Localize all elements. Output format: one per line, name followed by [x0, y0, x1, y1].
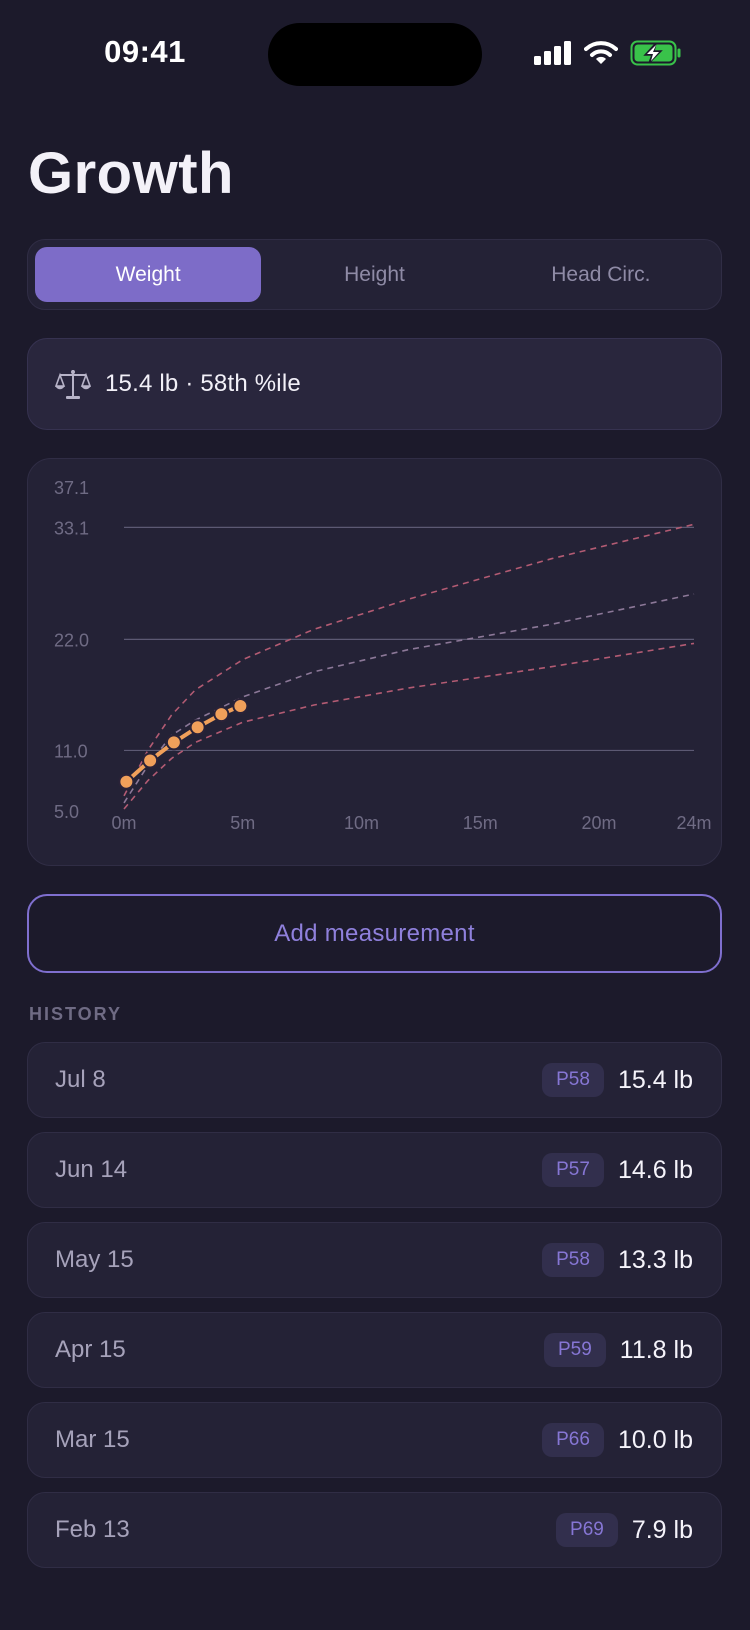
- history-list: Jul 8 P58 15.4 lb Jun 14 P57 14.6 lb May…: [27, 1042, 722, 1582]
- x-tick-label: 10m: [344, 813, 379, 833]
- history-value: 14.6 lb: [617, 1155, 693, 1184]
- measurement-point: [165, 734, 182, 751]
- add-measurement-button[interactable]: Add measurement: [27, 894, 722, 973]
- growth-chart-card: 37.1 33.1 22.0 11.0 5.0 0m 5m 10m 15m 20m 24m: [27, 458, 722, 866]
- history-date: Jun 14: [55, 1156, 128, 1183]
- history-row[interactable]: Mar 15 P66 10.0 lb: [27, 1402, 722, 1478]
- percentile-badge: P58: [542, 1063, 604, 1097]
- tab-head-circ[interactable]: Head Circ.: [551, 262, 651, 286]
- history-section-label: HISTORY: [29, 1004, 123, 1024]
- page-title: Growth: [28, 141, 234, 206]
- status-bar: 09:41: [0, 0, 750, 110]
- x-tick-label: 15m: [463, 813, 498, 833]
- history-row[interactable]: Jul 8 P58 15.4 lb: [27, 1042, 722, 1118]
- y-tick-label: 22.0: [54, 630, 89, 650]
- metric-segmented-control: Weight Height Head Circ.: [27, 239, 722, 310]
- history-value: 7.9 lb: [631, 1515, 693, 1544]
- tab-height[interactable]: Height: [344, 262, 405, 286]
- growth-chart: 37.1 33.1 22.0 11.0 5.0 0m 5m 10m 15m 20m 24m: [54, 478, 712, 833]
- measurement-point: [118, 773, 135, 790]
- history-value: 13.3 lb: [617, 1245, 693, 1274]
- percentile-curve: [123, 593, 695, 804]
- percentile-badge: P66: [542, 1423, 604, 1457]
- y-tick-label: 37.1: [54, 478, 89, 498]
- percentile-badge: P69: [556, 1513, 618, 1547]
- measurement-point: [189, 719, 206, 736]
- history-value: 11.8 lb: [619, 1335, 693, 1364]
- history-date: Apr 15: [55, 1336, 126, 1363]
- history-date: Jul 8: [55, 1066, 106, 1093]
- x-tick-label: 20m: [581, 813, 616, 833]
- dynamic-island: [268, 23, 482, 86]
- history-row[interactable]: Jun 14 P57 14.6 lb: [27, 1132, 722, 1208]
- x-tick-label: 0m: [111, 813, 136, 833]
- status-time: 09:41: [104, 34, 186, 69]
- wifi-icon: [584, 41, 618, 64]
- measurement-point: [213, 706, 230, 723]
- measurement-point: [232, 698, 249, 715]
- history-date: Feb 13: [55, 1516, 130, 1543]
- history-row[interactable]: Apr 15 P59 11.8 lb: [27, 1312, 722, 1388]
- status-icons: [534, 40, 682, 66]
- measurement-point: [142, 752, 159, 769]
- scale-icon: [55, 366, 91, 402]
- percentile-badge: P59: [543, 1333, 606, 1367]
- history-row[interactable]: Feb 13 P69 7.9 lb: [27, 1492, 722, 1568]
- percentile-badge: P57: [542, 1153, 604, 1187]
- cellular-signal-icon: [534, 41, 571, 65]
- x-tick-label: 24m: [676, 813, 711, 833]
- percentile-badge: P58: [542, 1243, 604, 1277]
- x-tick-label: 5m: [230, 813, 255, 833]
- history-value: 15.4 lb: [617, 1065, 693, 1094]
- summary-text: 15.4 lb · 58th %ile: [105, 370, 301, 397]
- summary-card: 15.4 lb · 58th %ile: [27, 338, 722, 430]
- percentile-curve: [123, 523, 695, 797]
- history-date: Mar 15: [55, 1426, 130, 1453]
- battery-charging-icon: [630, 40, 681, 66]
- tab-weight[interactable]: Weight: [35, 247, 262, 302]
- history-row[interactable]: May 15 P58 13.3 lb: [27, 1222, 722, 1298]
- percentile-curve: [123, 642, 695, 810]
- y-tick-label: 33.1: [54, 518, 89, 538]
- y-tick-label: 11.0: [54, 741, 88, 761]
- history-date: May 15: [55, 1246, 134, 1273]
- history-value: 10.0 lb: [617, 1425, 693, 1454]
- y-tick-label: 5.0: [54, 802, 79, 822]
